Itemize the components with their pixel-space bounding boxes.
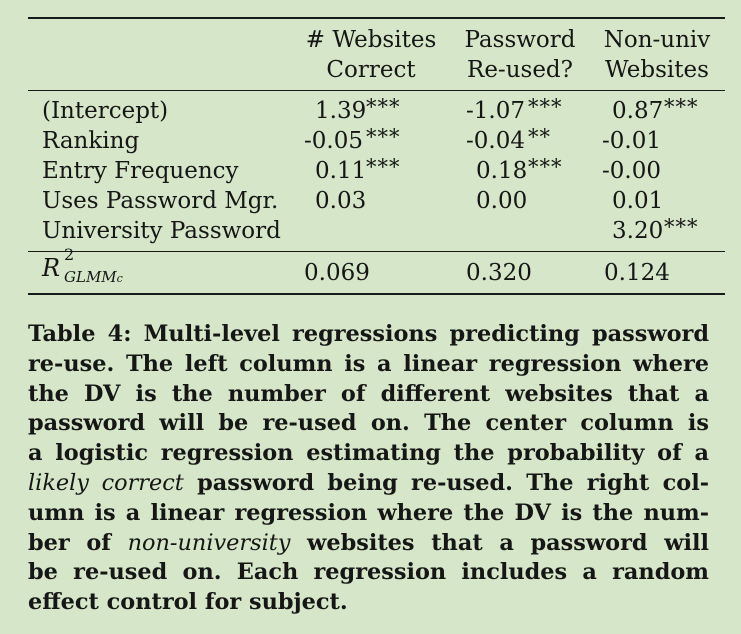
caption-text: password being re-used. The right col- [183,469,709,496]
header-nonuniv-websites: Non-univ Websites [596,25,718,85]
significance-stars: *** [664,215,699,239]
table-cell: -0.04 [466,128,525,154]
caption-line: ber of non-university websites that a pa… [28,529,709,559]
caption-line: Table 4: Multi-level regressions predict… [28,321,709,347]
caption-text: ber of [28,529,128,556]
table-top-rule [28,17,725,19]
table-cell: 0.03 [315,188,367,214]
caption-line: be re-used on. Each regression includes … [28,559,709,586]
table-cell: 1.39 [315,98,367,124]
table-cell: -0.00 [602,158,661,184]
table-cell: 0.00 [476,188,528,214]
r2-superscript: 2 [64,245,75,264]
row-label: University Password [42,218,281,244]
caption-line: umn is a linear regression where the DV … [28,499,709,526]
table-cell: -0.01 [602,128,661,154]
significance-stars: *** [528,95,563,119]
header-line: Correct [326,57,416,83]
header-password-reused: Password Re-used? [458,25,582,85]
table-body-rule [28,251,725,252]
r2-base: R [42,254,61,282]
header-line: # Websites [305,27,437,53]
row-label: Ranking [42,128,140,154]
caption-line: likely correct password being re-used. T… [28,469,709,499]
caption-line: password will be re-used on. The center … [28,410,709,437]
table-cell: 0.01 [612,188,664,214]
header-line: Non-univ [603,27,711,53]
caption-line: a logistic regression estimating the pro… [28,440,709,467]
caption-line: re-use. The left column is a linear regr… [28,350,709,377]
significance-stars: *** [366,155,401,179]
significance-stars: *** [366,95,401,119]
caption-italic: likely correct [28,469,184,496]
table-cell: 3.20 [612,218,664,244]
table-caption: Table 4: Multi-level regressions predict… [28,320,709,618]
table-cell: 0.11 [315,158,367,184]
row-label: (Intercept) [42,98,169,124]
table-header-rule [28,90,725,91]
row-label: Entry Frequency [42,158,239,184]
r2-value: 0.069 [304,260,370,286]
caption-italic: non-university [127,529,291,556]
significance-stars: *** [366,125,401,149]
header-line: Websites [605,57,709,83]
header-line: Re-used? [467,57,573,83]
table-cell: 0.87 [612,98,664,124]
r-squared-label: R 2 GLMMc [42,245,123,286]
significance-stars: *** [528,155,563,179]
r2-value: 0.124 [604,260,670,286]
table-bottom-rule [28,293,725,295]
table-cell: -0.05 [304,128,363,154]
r2-sub-text: GLMM [64,268,117,286]
header-websites-correct: # Websites Correct [298,25,444,85]
row-label: Uses Password Mgr. [42,188,279,214]
significance-stars: ** [528,125,551,149]
caption-text: websites that a password will [290,529,709,556]
caption-line: effect control for subject. [28,589,348,616]
r2-subsub-text: c [116,272,123,285]
r2-value: 0.320 [466,260,532,286]
header-line: Password [464,27,576,53]
caption-line: the DV is the number of different websit… [28,380,709,407]
table-cell: 0.18 [476,158,528,184]
r2-subscript: GLMMc [64,268,123,286]
table-cell: -1.07 [466,98,525,124]
significance-stars: *** [664,95,699,119]
